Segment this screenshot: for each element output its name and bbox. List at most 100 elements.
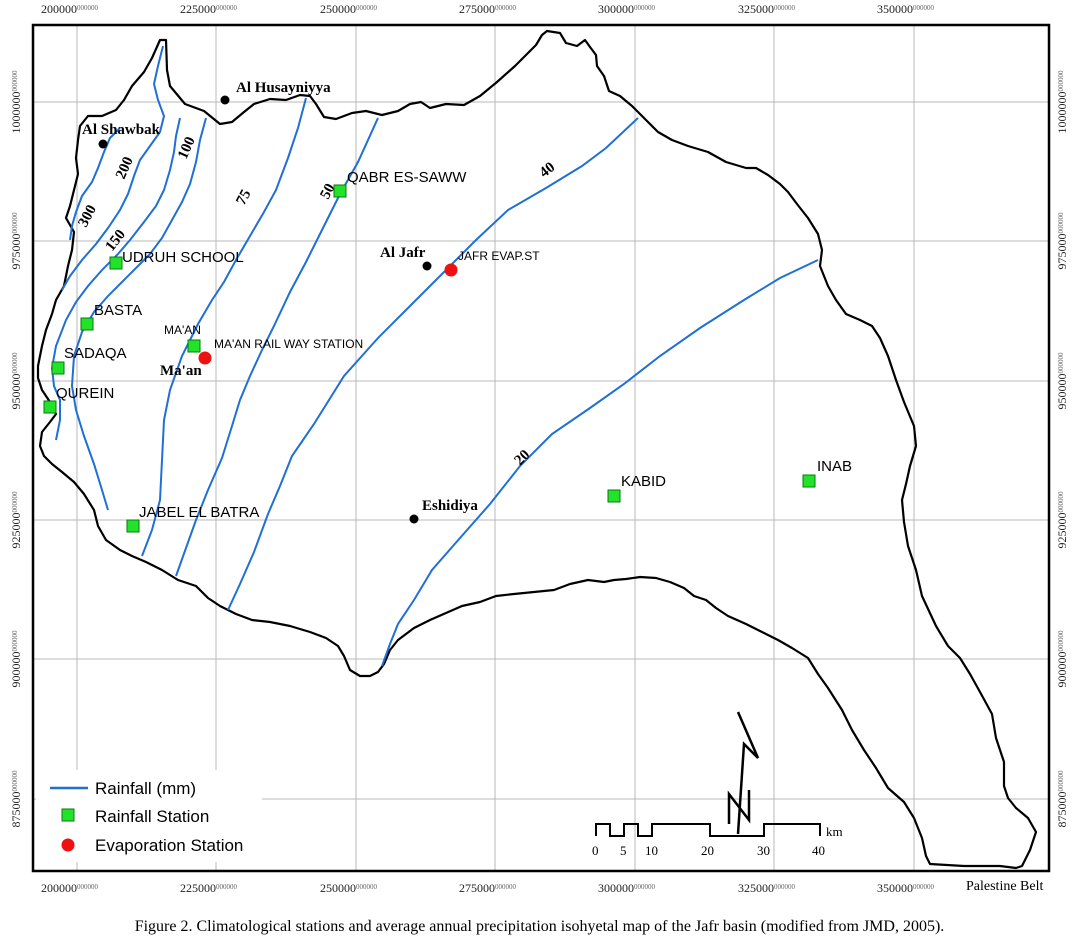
isohyet-300: [69, 127, 121, 241]
y-tick-label: 925000: [1055, 513, 1069, 549]
map-frame: [31, 23, 1051, 873]
towns: Al Husayniyya Al Shawbak Al Jafr Ma'an E…: [82, 80, 478, 524]
svg-text:250000000000: 250000000000: [320, 881, 378, 895]
y-axis-ticks: 1000000000000 975000000000 950000000000 …: [9, 70, 23, 828]
y-tick-label: 1000000: [9, 92, 23, 134]
rainfall-station-marker: [607, 489, 621, 503]
legend-evaporation-swatch: [61, 838, 75, 852]
town-dot: [409, 514, 419, 524]
svg-text:300000000000: 300000000000: [598, 881, 656, 895]
x-axis-ticks-bottom: 200000000000 225000000000 250000000000 2…: [41, 881, 935, 895]
y-tick-label: 950000: [1055, 374, 1069, 410]
station-label: MA'AN: [164, 323, 201, 337]
town-dot: [98, 139, 108, 149]
x-tick-label: 225000: [180, 2, 216, 16]
scale-tick: 0: [592, 843, 599, 858]
legend-evaporation-station-label: Evaporation Station: [95, 836, 243, 855]
rainfall-station-marker: [187, 339, 201, 353]
isohyet-50: [175, 117, 379, 577]
town-label: Al Husayniyya: [236, 80, 331, 96]
rainfall-station-marker: [126, 519, 140, 533]
x-tick-label: 300000: [598, 2, 634, 16]
isohyet-150: [50, 117, 181, 441]
svg-text:225000000000: 225000000000: [180, 881, 238, 895]
x-tick-label: 275000: [459, 881, 495, 895]
isohyet-label-20: 20: [512, 447, 534, 469]
station-label: MA'AN RAIL WAY STATION: [214, 337, 363, 351]
svg-text:350000000000: 350000000000: [877, 881, 935, 895]
isohyet-20: [381, 259, 819, 667]
svg-text:925000000000: 925000000000: [9, 491, 23, 549]
station-label: UDRUH SCHOOL: [122, 249, 244, 266]
svg-text:225000000000: 225000000000: [180, 2, 238, 16]
rainfall-station-marker: [333, 184, 347, 198]
x-tick-label: 250000: [320, 2, 356, 16]
corner-note: Palestine Belt: [966, 879, 1044, 894]
x-tick-label: 275000: [459, 2, 495, 16]
evaporation-stations: JAFR EVAP.ST MA'AN RAIL WAY STATION: [198, 249, 540, 365]
station-label: BASTA: [94, 302, 142, 319]
svg-text:325000000000: 325000000000: [738, 2, 796, 16]
svg-text:350000000000: 350000000000: [877, 2, 935, 16]
station-label: KABID: [621, 473, 666, 490]
scale-tick: 20: [701, 843, 714, 858]
svg-text:950000000000: 950000000000: [9, 352, 23, 410]
isohyet-lines: [50, 45, 819, 667]
rainfall-station-marker: [80, 317, 94, 331]
x-tick-label: 350000: [877, 881, 913, 895]
x-tick-label: 300000: [598, 881, 634, 895]
town-label: Al Shawbak: [82, 122, 161, 138]
scale-labels: 0 5 10 20 30 40 km: [592, 824, 843, 858]
isohyet-label-50: 50: [317, 181, 338, 202]
isohyet-label-75: 75: [233, 187, 254, 208]
x-tick-label: 325000: [738, 881, 774, 895]
town-dot: [422, 261, 432, 271]
station-label: SADAQA: [64, 345, 127, 362]
y-tick-label: 875000: [1055, 792, 1069, 828]
rainfall-station-marker: [43, 400, 57, 414]
x-tick-label: 325000: [738, 2, 774, 16]
rainfall-station-marker: [109, 256, 123, 270]
basin-boundary: [36, 29, 1038, 870]
x-axis-ticks: 200000000000 225000000000 250000000000 2…: [41, 2, 935, 16]
station-label: JAFR EVAP.ST: [458, 249, 540, 263]
svg-text:975000000000: 975000000000: [9, 212, 23, 270]
y-tick-label: 1000000: [1055, 92, 1069, 134]
isohyet-label-300: 300: [75, 203, 100, 230]
town-label: Ma'an: [160, 363, 202, 379]
rainfall-stations: QABR ES-SAWW UDRUH SCHOOL BASTA MA'AN SA…: [43, 169, 852, 533]
isohyet-200: [61, 45, 166, 291]
isohyet-label-40: 40: [537, 159, 559, 181]
y-tick-label: 975000: [9, 234, 23, 270]
x-tick-label: 200000: [41, 881, 77, 895]
scale-tick: 5: [620, 843, 627, 858]
svg-text:975000000000: 975000000000: [1055, 212, 1069, 270]
isohyet-label-100: 100: [175, 135, 199, 162]
svg-text:275000000000: 275000000000: [459, 2, 517, 16]
isohyet-100: [70, 117, 207, 511]
y-tick-label: 900000: [1055, 652, 1069, 688]
station-label: INAB: [817, 458, 852, 475]
north-arrow-icon: [727, 711, 760, 835]
scale-tick: 40: [812, 843, 825, 858]
evaporation-station-marker: [444, 263, 458, 277]
y-tick-label: 950000: [9, 374, 23, 410]
y-tick-label: 925000: [9, 513, 23, 549]
svg-text:875000000000: 875000000000: [9, 770, 23, 828]
svg-text:325000000000: 325000000000: [738, 881, 796, 895]
isohyet-40: [227, 117, 639, 611]
x-tick-label: 250000: [320, 881, 356, 895]
y-tick-label: 875000: [9, 792, 23, 828]
scale-tick: 30: [757, 843, 770, 858]
y-tick-label: 900000: [9, 652, 23, 688]
legend-rainfall-line-label: Rainfall (mm): [95, 779, 196, 798]
svg-text:1000000000000: 1000000000000: [1055, 70, 1069, 134]
town-label: Eshidiya: [422, 498, 478, 514]
svg-text:900000000000: 900000000000: [9, 630, 23, 688]
svg-text:925000000000: 925000000000: [1055, 491, 1069, 549]
svg-text:950000000000: 950000000000: [1055, 352, 1069, 410]
rainfall-station-marker: [802, 474, 816, 488]
evaporation-station-marker: [198, 351, 212, 365]
y-axis-ticks-right: 1000000000000 975000000000 950000000000 …: [1055, 70, 1069, 828]
svg-text:250000000000: 250000000000: [320, 2, 378, 16]
